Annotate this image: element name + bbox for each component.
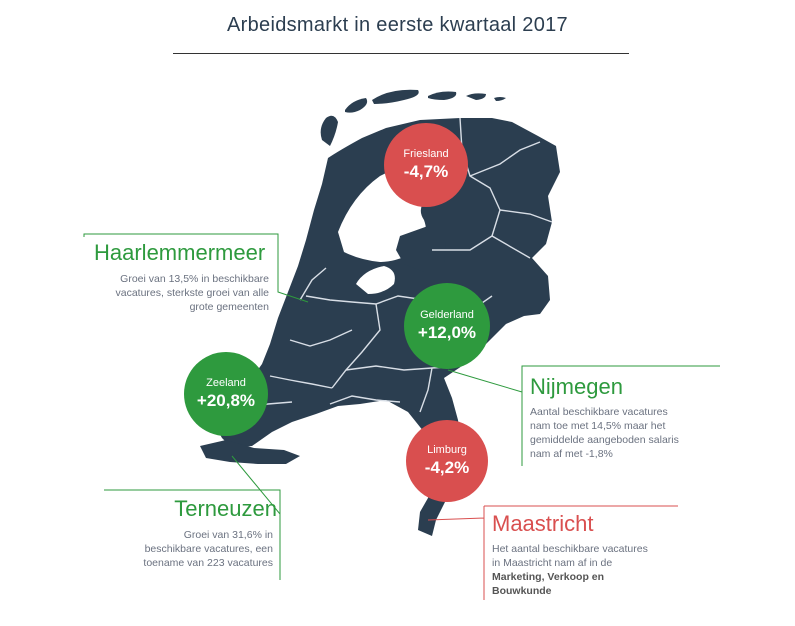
island-vlieland xyxy=(345,98,368,113)
nijmegen-text: Aantal beschikbare vacatures nam toe met… xyxy=(530,405,679,461)
terneuzen-line: Groei van 31,6% in xyxy=(183,529,273,541)
nijmegen-line: nam toe met 14,5% maar het xyxy=(530,420,666,432)
island-terschelling xyxy=(372,89,419,104)
zeeland-value: +20,8% xyxy=(196,391,256,410)
haarlemmermeer-line: grote gemeenten xyxy=(189,301,269,313)
gelderland-bubble: Gelderland +12,0% xyxy=(404,283,490,369)
friesland-value: -4,7% xyxy=(403,162,449,181)
gelderland-label: Gelderland xyxy=(420,309,474,321)
markermeer xyxy=(356,266,395,294)
title-underline xyxy=(173,53,629,54)
limburg-value: -4,2% xyxy=(424,458,470,477)
nijmegen-line: Aantal beschikbare vacatures xyxy=(530,406,668,418)
terneuzen-text: Groei van 31,6% in beschikbare vacatures… xyxy=(143,528,273,570)
limburg-bubble: Limburg -4,2% xyxy=(406,420,488,502)
page-title: Arbeidsmarkt in eerste kwartaal 2017 xyxy=(227,14,568,36)
maastricht-line: Marketing, Verkoop en xyxy=(492,571,605,583)
island-texel xyxy=(320,115,338,146)
wadden-islands xyxy=(320,89,506,146)
maastricht-line: in Maastricht nam af in de xyxy=(492,557,613,569)
terneuzen-title: Terneuzen xyxy=(174,496,277,521)
nijmegen-line: gemiddelde aangeboden salaris xyxy=(530,434,679,446)
gelderland-value: +12,0% xyxy=(417,323,477,342)
zeeland-bubble: Zeeland +20,8% xyxy=(184,352,268,436)
terneuzen-line: toename van 223 vacatures xyxy=(143,557,273,569)
haarlemmermeer-line: Groei van 13,5% in beschikbare xyxy=(120,273,269,285)
mainland xyxy=(214,118,560,536)
friesland-bubble: Friesland -4,7% xyxy=(384,123,468,207)
nijmegen-line: nam af met -1,8% xyxy=(530,448,613,460)
maastricht-line: Het aantal beschikbare vacatures xyxy=(492,543,648,555)
terneuzen-line: beschikbare vacatures, een xyxy=(144,543,273,555)
zeeland-label: Zeeland xyxy=(206,377,246,389)
maastricht-title: Maastricht xyxy=(492,511,594,536)
haarlemmermeer-line: vacatures, sterkste groei van alle xyxy=(115,287,270,299)
maastricht-line: Bouwkunde xyxy=(492,585,552,597)
friesland-label: Friesland xyxy=(403,148,449,160)
zeeuws-vlaanderen xyxy=(200,440,300,464)
maastricht-text: Het aantal beschikbare vacatures in Maas… xyxy=(492,542,648,598)
limburg-label: Limburg xyxy=(427,444,467,456)
callout-lines xyxy=(83,233,720,600)
nijmegen-title: Nijmegen xyxy=(530,374,623,399)
flevoland xyxy=(396,226,446,272)
haarlemmermeer-title: Haarlemmermeer xyxy=(94,240,266,265)
haarlemmermeer-text: Groei van 13,5% in beschikbare vacatures… xyxy=(116,272,270,314)
island-ameland xyxy=(428,91,457,100)
island-schiermonnikoog xyxy=(466,93,486,100)
island-rottum xyxy=(494,97,506,101)
